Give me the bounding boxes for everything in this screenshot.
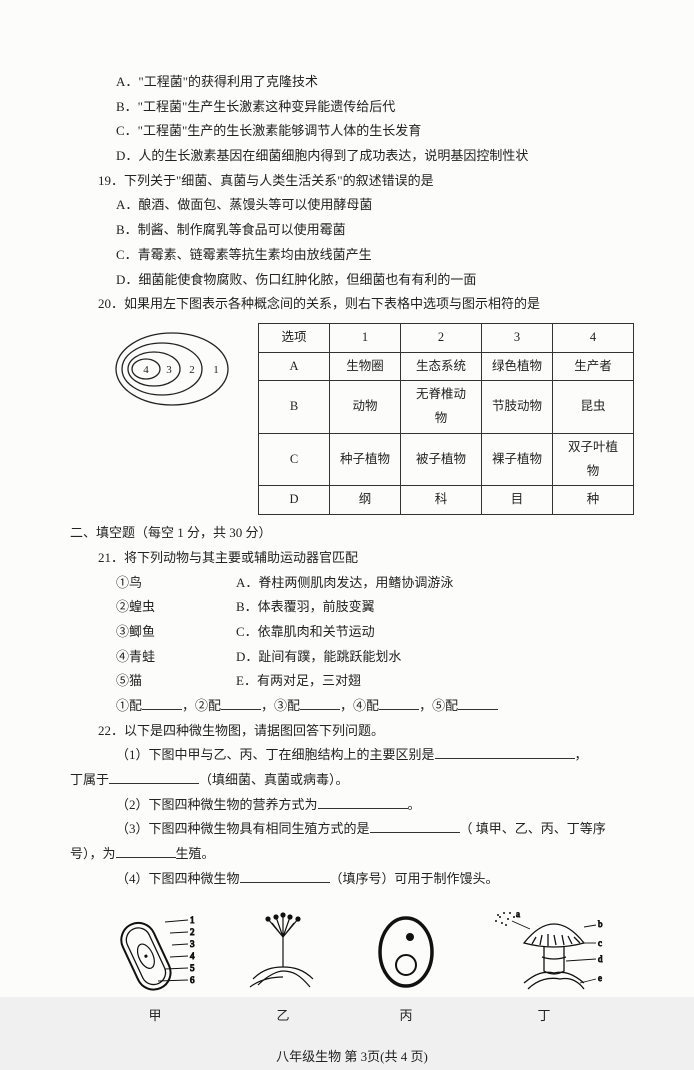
svg-text:b: b <box>598 919 603 929</box>
q18-opt-c: C．"工程菌"生产的生长激素能够调节人体的生长发育 <box>70 119 634 144</box>
q18-opt-d: D．人的生长激素基因在细菌细胞内得到了成功表达，说明基因控制性状 <box>70 144 634 169</box>
q21-pair: ②蝗虫B．体表覆羽，前肢变翼 <box>70 595 634 620</box>
svg-text:e: e <box>598 973 602 983</box>
fig-bing: 丙 <box>366 907 446 1029</box>
q22-p3a: （3）下图四种微生物具有相同生殖方式的是（ 填甲、乙、丙、丁等序 <box>70 817 634 842</box>
svg-text:1: 1 <box>190 915 195 925</box>
svg-text:1: 1 <box>213 364 219 376</box>
svg-text:2: 2 <box>189 364 195 376</box>
exam-page: A．"工程菌"的获得利用了克隆技术 B．"工程菌"生产生长激素这种变异能遗传给后… <box>0 0 694 997</box>
fig-jia: 1 2 3 4 5 6 甲 <box>110 907 200 1029</box>
q21-answers: ①配，②配，③配，④配，⑤配 <box>70 694 634 719</box>
q21-pair: ⑤猫E．有两对足，三对翅 <box>70 669 634 694</box>
mold-icon <box>238 907 328 1002</box>
q22-stem: 22．以下是四种微生物图，请据图回答下列问题。 <box>70 719 634 744</box>
svg-text:4: 4 <box>190 951 195 961</box>
q22-p1a: （1）下图中甲与乙、丙、丁在细胞结构上的主要区别是， <box>70 743 634 768</box>
q19-opt-d: D．细菌能使食物腐败、伤口红肿化脓，但细菌也有有利的一面 <box>70 268 634 293</box>
q22-p2: （2）下图四种微生物的营养方式为。 <box>70 793 634 818</box>
section2-heading: 二、填空题（每空 1 分，共 30 分） <box>70 521 634 546</box>
svg-text:c: c <box>598 938 602 948</box>
q21-pair: ③鲫鱼C．依靠肌肉和关节运动 <box>70 620 634 645</box>
svg-text:3: 3 <box>166 364 172 376</box>
venn-diagram-icon: 4 3 2 1 <box>112 329 232 409</box>
bacterium-icon: 1 2 3 4 5 6 <box>110 907 200 1002</box>
th: 2 <box>401 323 482 352</box>
q19-opt-b: B．制酱、制作腐乳等食品可以使用霉菌 <box>70 218 634 243</box>
q22-figures: 1 2 3 4 5 6 甲 <box>70 897 634 1029</box>
svg-text:5: 5 <box>190 963 195 973</box>
svg-text:2: 2 <box>190 927 195 937</box>
th: 选项 <box>259 323 330 352</box>
svg-text:a: a <box>516 909 520 919</box>
q21-pair: ④青蛙D．趾间有蹼，能跳跃能划水 <box>70 645 634 670</box>
q22-p4: （4）下图四种微生物（填序号）可用于制作馒头。 <box>70 867 634 892</box>
th: 3 <box>481 323 552 352</box>
q18-opt-b: B．"工程菌"生产生长激素这种变异能遗传给后代 <box>70 95 634 120</box>
svg-text:6: 6 <box>190 975 195 985</box>
fig-yi: 乙 <box>238 907 328 1029</box>
q19-stem: 19．下列关于"细菌、真菌与人类生活关系"的叙述错误的是 <box>70 169 634 194</box>
th: 4 <box>552 323 633 352</box>
svg-text:d: d <box>598 954 603 964</box>
svg-text:4: 4 <box>143 364 149 376</box>
q21-pair: ①鸟A．脊柱两侧肌肉发达，用鳍协调游泳 <box>70 571 634 596</box>
fig-ding: a b c d e 丁 <box>484 907 604 1029</box>
page-footer: 八年级生物 第 3页(共 4 页) <box>70 1045 634 1070</box>
mushroom-icon: a b c d e <box>484 907 604 1002</box>
yeast-icon <box>366 907 446 1002</box>
svg-text:3: 3 <box>190 939 195 949</box>
q18-opt-a: A．"工程菌"的获得利用了克隆技术 <box>70 70 634 95</box>
q20-row: 4 3 2 1 选项 1 2 3 4 A生物圈生态系统绿色植物生产者 B动物无脊… <box>70 323 634 515</box>
q20-stem: 20．如果用左下图表示各种概念间的关系，则右下表格中选项与图示相符的是 <box>70 292 634 317</box>
q22-p3b: 号），为生殖。 <box>70 842 634 867</box>
th: 1 <box>330 323 401 352</box>
q22-p1b: 丁属于（填细菌、真菌或病毒）。 <box>70 768 634 793</box>
q20-table: 选项 1 2 3 4 A生物圈生态系统绿色植物生产者 B动物无脊椎动物节肢动物昆… <box>258 323 634 515</box>
q19-opt-a: A．酿酒、做面包、蒸馒头等可以使用酵母菌 <box>70 193 634 218</box>
q19-opt-c: C．青霉素、链霉素等抗生素均由放线菌产生 <box>70 243 634 268</box>
q21-stem: 21．将下列动物与其主要或辅助运动器官匹配 <box>70 546 634 571</box>
